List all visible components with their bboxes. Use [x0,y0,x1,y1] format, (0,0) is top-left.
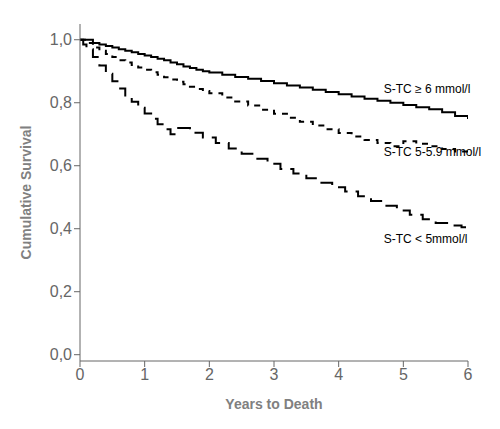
svg-text:1,0: 1,0 [50,31,72,48]
svg-text:S-TC ≥ 6 mmol/l: S-TC ≥ 6 mmol/l [384,82,471,96]
svg-text:S-TC 5-5.9 mmol/l: S-TC 5-5.9 mmol/l [384,145,481,159]
svg-text:0,0: 0,0 [50,346,72,363]
svg-text:Years to Death: Years to Death [225,396,322,412]
svg-text:0,2: 0,2 [50,283,72,300]
svg-text:0,6: 0,6 [50,157,72,174]
svg-text:Cumulative Survival: Cumulative Survival [18,126,34,260]
svg-text:4: 4 [334,366,343,383]
svg-text:1: 1 [140,366,149,383]
svg-text:3: 3 [270,366,279,383]
svg-text:5: 5 [399,366,408,383]
svg-text:0,8: 0,8 [50,94,72,111]
svg-text:S-TC < 5mmol/l: S-TC < 5mmol/l [384,232,468,246]
svg-text:2: 2 [205,366,214,383]
svg-text:6: 6 [464,366,473,383]
svg-text:0: 0 [76,366,85,383]
svg-text:0,4: 0,4 [50,220,72,237]
